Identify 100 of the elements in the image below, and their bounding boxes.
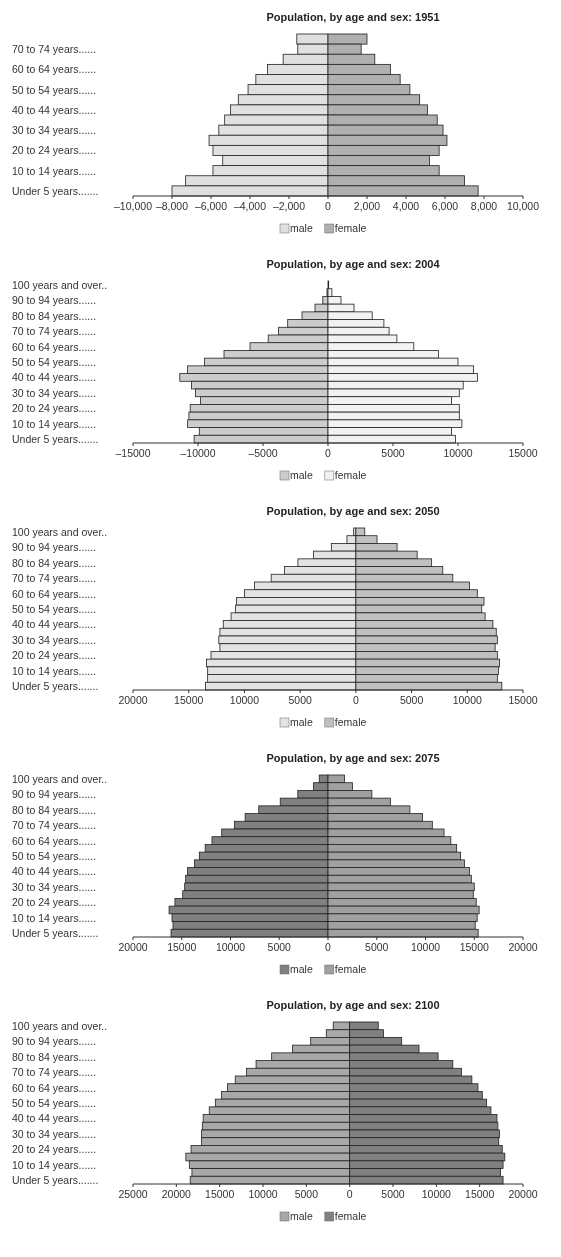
x-tick-label: –5000: [248, 447, 278, 459]
y-tick-label: 20 to 24 years......: [12, 1143, 97, 1156]
y-tick-label: Under 5 years.......: [12, 680, 99, 693]
x-tick-label: 15000: [508, 694, 538, 706]
y-tick-label: 10 to 14 years......: [12, 664, 97, 677]
y-tick-label: 40 to 44 years......: [12, 865, 97, 878]
legend-label: male: [290, 716, 313, 728]
chart-title: Population, by age and sex: 2100: [266, 999, 440, 1011]
y-tick-label: 90 to 94 years......: [12, 1035, 97, 1048]
x-tick-label: 5000: [267, 941, 292, 953]
y-tick-label: 20 to 24 years......: [12, 896, 97, 909]
x-tick-label: 15000: [174, 694, 204, 706]
y-tick-label: 100 years and over..: [12, 1019, 108, 1032]
x-tick-label: 10000: [229, 694, 260, 706]
y-tick-label: 80 to 84 years......: [12, 309, 97, 322]
y-tick-label: 90 to 94 years......: [12, 294, 97, 307]
x-tick-label: 15000: [459, 941, 490, 953]
y-tick-label: 40 to 44 years......: [12, 103, 97, 116]
x-tick-label: 25000: [118, 1188, 148, 1200]
x-tick-label: 15000: [465, 1188, 495, 1200]
y-tick-label: 70 to 74 years......: [12, 572, 97, 585]
y-tick-label: 20 to 24 years......: [12, 402, 97, 415]
y-tick-label: 100 years and over..: [12, 525, 108, 538]
y-tick-label: 50 to 54 years......: [12, 356, 97, 368]
y-tick-label: 80 to 84 years......: [12, 803, 97, 816]
y-tick-label: 60 to 64 years......: [12, 340, 97, 353]
y-tick-label: 100 years and over..: [12, 772, 108, 785]
x-tick-label: 10000: [410, 941, 441, 953]
y-tick-label: 70 to 74 years......: [12, 1066, 97, 1079]
legend-label: male: [290, 963, 313, 975]
x-tick-label: 0: [325, 200, 332, 212]
x-tick-label: –2,000: [272, 200, 306, 212]
y-tick-label: 70 to 74 years......: [12, 819, 97, 832]
y-tick-label: 60 to 64 years......: [12, 834, 97, 847]
chart-title: Population, by age and sex: 2050: [266, 505, 440, 517]
x-tick-label: 0: [325, 941, 332, 953]
x-tick-label: 4,000: [392, 200, 420, 212]
y-tick-label: 90 to 94 years......: [12, 541, 97, 554]
x-tick-label: 10000: [215, 941, 246, 953]
y-tick-label: 10 to 14 years......: [12, 417, 97, 430]
legend-label: female: [334, 716, 367, 728]
y-tick-label: 50 to 54 years......: [12, 1097, 97, 1109]
y-tick-label: 100 years and over..: [12, 278, 108, 291]
chart-title: Population, by age and sex: 1951: [266, 11, 440, 23]
x-tick-label: 10000: [421, 1188, 452, 1200]
x-tick-label: 5000: [288, 694, 312, 706]
x-tick-label: 20000: [118, 694, 148, 706]
y-tick-label: 30 to 34 years......: [12, 880, 97, 893]
legend-label: female: [334, 1210, 367, 1222]
y-tick-label: 30 to 34 years......: [12, 386, 97, 399]
y-tick-label: 90 to 94 years......: [12, 788, 97, 801]
y-tick-label: 50 to 54 years......: [12, 850, 97, 862]
x-tick-label: –10000: [180, 447, 216, 459]
x-tick-label: 20000: [508, 941, 538, 953]
y-tick-label: 40 to 44 years......: [12, 618, 97, 631]
y-tick-label: 30 to 34 years......: [12, 124, 97, 137]
y-tick-label: 20 to 24 years......: [12, 144, 97, 157]
y-tick-label: 40 to 44 years......: [12, 1112, 97, 1125]
y-tick-label: 80 to 84 years......: [12, 556, 97, 569]
y-tick-label: 30 to 34 years......: [12, 633, 97, 646]
x-tick-label: 0: [346, 1188, 353, 1200]
y-tick-label: Under 5 years.......: [12, 433, 99, 446]
y-tick-label: 10 to 14 years......: [12, 164, 97, 177]
y-tick-label: Under 5 years.......: [12, 927, 99, 940]
legend-label: female: [334, 963, 367, 975]
x-tick-label: –15000: [115, 447, 151, 459]
y-tick-label: 70 to 74 years......: [12, 325, 97, 338]
y-tick-label: Under 5 years.......: [12, 1174, 99, 1187]
x-tick-label: 6,000: [431, 200, 459, 212]
x-tick-label: 15000: [167, 941, 197, 953]
legend-label: male: [290, 1210, 313, 1222]
x-tick-label: 5000: [381, 447, 405, 459]
legend-label: male: [290, 222, 313, 234]
x-tick-label: 5000: [399, 694, 424, 706]
legend-label: male: [290, 469, 313, 481]
x-tick-label: 2,000: [353, 200, 381, 212]
x-tick-label: 20000: [508, 1188, 538, 1200]
x-tick-label: 10000: [248, 1188, 278, 1200]
x-tick-label: 0: [325, 447, 332, 459]
x-tick-label: –6,000: [194, 200, 228, 212]
x-tick-label: 20000: [118, 941, 148, 953]
x-tick-label: 5000: [294, 1188, 319, 1200]
chart-title: Population, by age and sex: 2004: [266, 258, 441, 270]
y-tick-label: 10 to 14 years......: [12, 911, 97, 924]
y-tick-label: 70 to 74 years......: [12, 43, 97, 56]
x-tick-label: –10,000: [114, 200, 153, 212]
x-tick-label: –8,000: [155, 200, 189, 212]
y-tick-label: 20 to 24 years......: [12, 649, 97, 662]
x-tick-label: 5000: [365, 941, 389, 953]
y-tick-label: 50 to 54 years......: [12, 603, 97, 615]
y-tick-label: 30 to 34 years......: [12, 1127, 97, 1140]
y-tick-label: 60 to 64 years......: [12, 63, 97, 76]
x-tick-label: 20000: [161, 1188, 192, 1200]
text: female: [334, 469, 367, 481]
y-tick-label: 40 to 44 years......: [12, 371, 97, 384]
y-tick-label: 60 to 64 years......: [12, 1081, 97, 1094]
x-tick-label: 8,000: [470, 200, 498, 212]
x-tick-label: 10000: [443, 447, 473, 459]
y-tick-label: Under 5 years.......: [12, 184, 99, 197]
legend-label: female: [334, 222, 367, 234]
